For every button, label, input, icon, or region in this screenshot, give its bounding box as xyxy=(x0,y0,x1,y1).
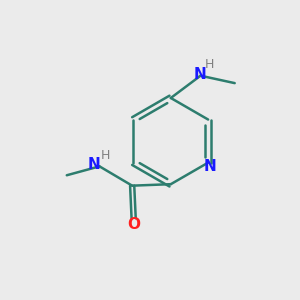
Text: H: H xyxy=(205,58,214,71)
Text: O: O xyxy=(127,217,140,232)
Text: H: H xyxy=(101,148,110,162)
Text: N: N xyxy=(194,67,206,82)
Text: N: N xyxy=(88,158,101,172)
Text: N: N xyxy=(203,159,216,174)
